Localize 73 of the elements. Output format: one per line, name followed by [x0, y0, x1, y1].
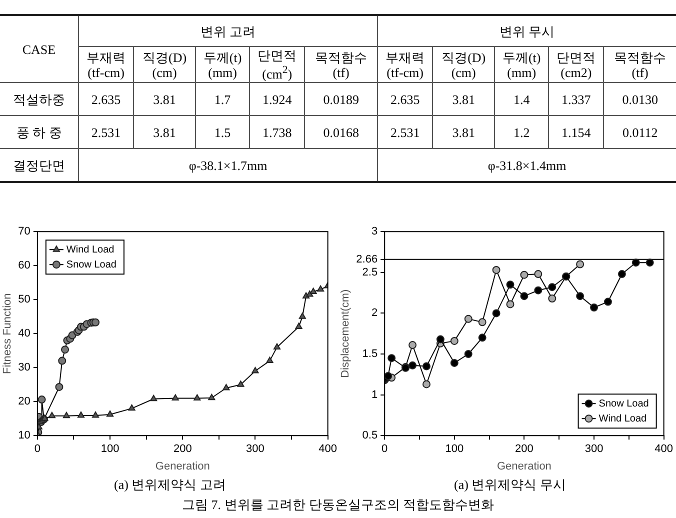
y-axis-title: Fitness Function	[2, 293, 14, 374]
x-tick-label: 200	[515, 443, 534, 456]
text: 1.7	[196, 82, 250, 116]
x-tick-label: 200	[173, 443, 192, 456]
text: 2.531	[78, 116, 134, 149]
text: 부재력 (tf-cm)	[78, 46, 134, 83]
text: 0.0130	[604, 82, 676, 116]
y-tick-label: 40	[18, 328, 30, 340]
text: 1.4	[494, 82, 549, 116]
text: 1.738	[250, 116, 305, 149]
text: 1.337	[548, 82, 604, 116]
text: (a) 변위제약식 고려	[113, 476, 227, 494]
text: CASE	[0, 15, 78, 83]
text: (a) 변위제약식 무시	[453, 476, 567, 494]
text: φ-31.8×1.4mm	[378, 148, 676, 182]
caption: 그림 7. 변위를 고려한 단동온실구조의 적합도함수변화	[181, 496, 495, 514]
text: 부재력 (tf-cm)	[378, 46, 433, 83]
text: 목적함수 (tf)	[304, 46, 378, 83]
x-tick-label: 0	[382, 443, 388, 456]
text: 2.635	[78, 82, 134, 116]
y-tick-label: 1	[371, 388, 378, 401]
text: 풍 하 중	[0, 116, 78, 149]
y-tick-label: 2.66	[356, 253, 378, 266]
x-tick-label: 100	[445, 443, 464, 456]
legend-label: Wind Load	[66, 244, 114, 256]
text: 변위 무시	[378, 15, 676, 46]
y-tick-label: 2.5	[362, 266, 378, 278]
y-tick-label: 60	[18, 260, 30, 272]
text: 1.924	[250, 82, 305, 116]
y-axis-title: Displacement(cm)	[340, 289, 352, 378]
text: 0.0112	[604, 116, 676, 149]
text: 직경(D) (cm)	[432, 46, 495, 83]
y-tick-label: 50	[18, 294, 30, 306]
x-axis-title: Generation	[155, 460, 210, 472]
y-tick-label: 30	[18, 362, 30, 374]
text: 1.2	[494, 116, 549, 149]
y-tick-label: 20	[18, 396, 30, 408]
text: 3.81	[432, 116, 495, 149]
text: 두께(t) (mm)	[494, 46, 549, 83]
x-axis-title: Generation	[497, 460, 552, 472]
text: 직경(D) (cm)	[134, 46, 196, 83]
x-tick-label: 0	[34, 443, 40, 456]
text: 두께(t) (mm)	[196, 46, 250, 83]
x-tick-label: 300	[584, 443, 604, 456]
legend-label: Snow Load	[66, 259, 116, 270]
text: 단면적 (cm2)	[548, 46, 604, 83]
text: 3.81	[134, 116, 196, 149]
y-tick-label: 70	[18, 226, 30, 238]
text: 변위 고려	[78, 15, 378, 46]
text: 적설하중	[0, 82, 78, 116]
y-tick-label: 10	[18, 430, 30, 442]
y-tick-label: 2	[371, 307, 378, 320]
x-tick-label: 400	[318, 443, 338, 456]
text: 3.81	[134, 82, 196, 116]
x-tick-label: 400	[654, 443, 674, 456]
text: 단면적 (cm$^{2}$)	[250, 46, 305, 83]
x-tick-label: 300	[246, 443, 264, 456]
text: 2.531	[378, 116, 433, 149]
text: 0.0168	[304, 116, 378, 149]
y-tick-label: 1.5	[362, 348, 378, 360]
text: 목적함수 (tf)	[604, 46, 676, 83]
text: 2.635	[378, 82, 433, 116]
text: 결정단면	[0, 148, 78, 182]
text: 1.5	[196, 116, 250, 149]
text: 1.154	[548, 116, 604, 149]
legend-label: Snow Load	[598, 398, 649, 410]
text: 0.0189	[304, 82, 378, 116]
legend-label: Wind Load	[598, 413, 647, 424]
text: 3.81	[432, 82, 495, 116]
y-tick-label: 3	[371, 226, 378, 238]
y-tick-label: 0.5	[362, 430, 378, 442]
text: φ-38.1×1.7mm	[78, 148, 378, 182]
x-tick-label: 100	[100, 443, 120, 456]
